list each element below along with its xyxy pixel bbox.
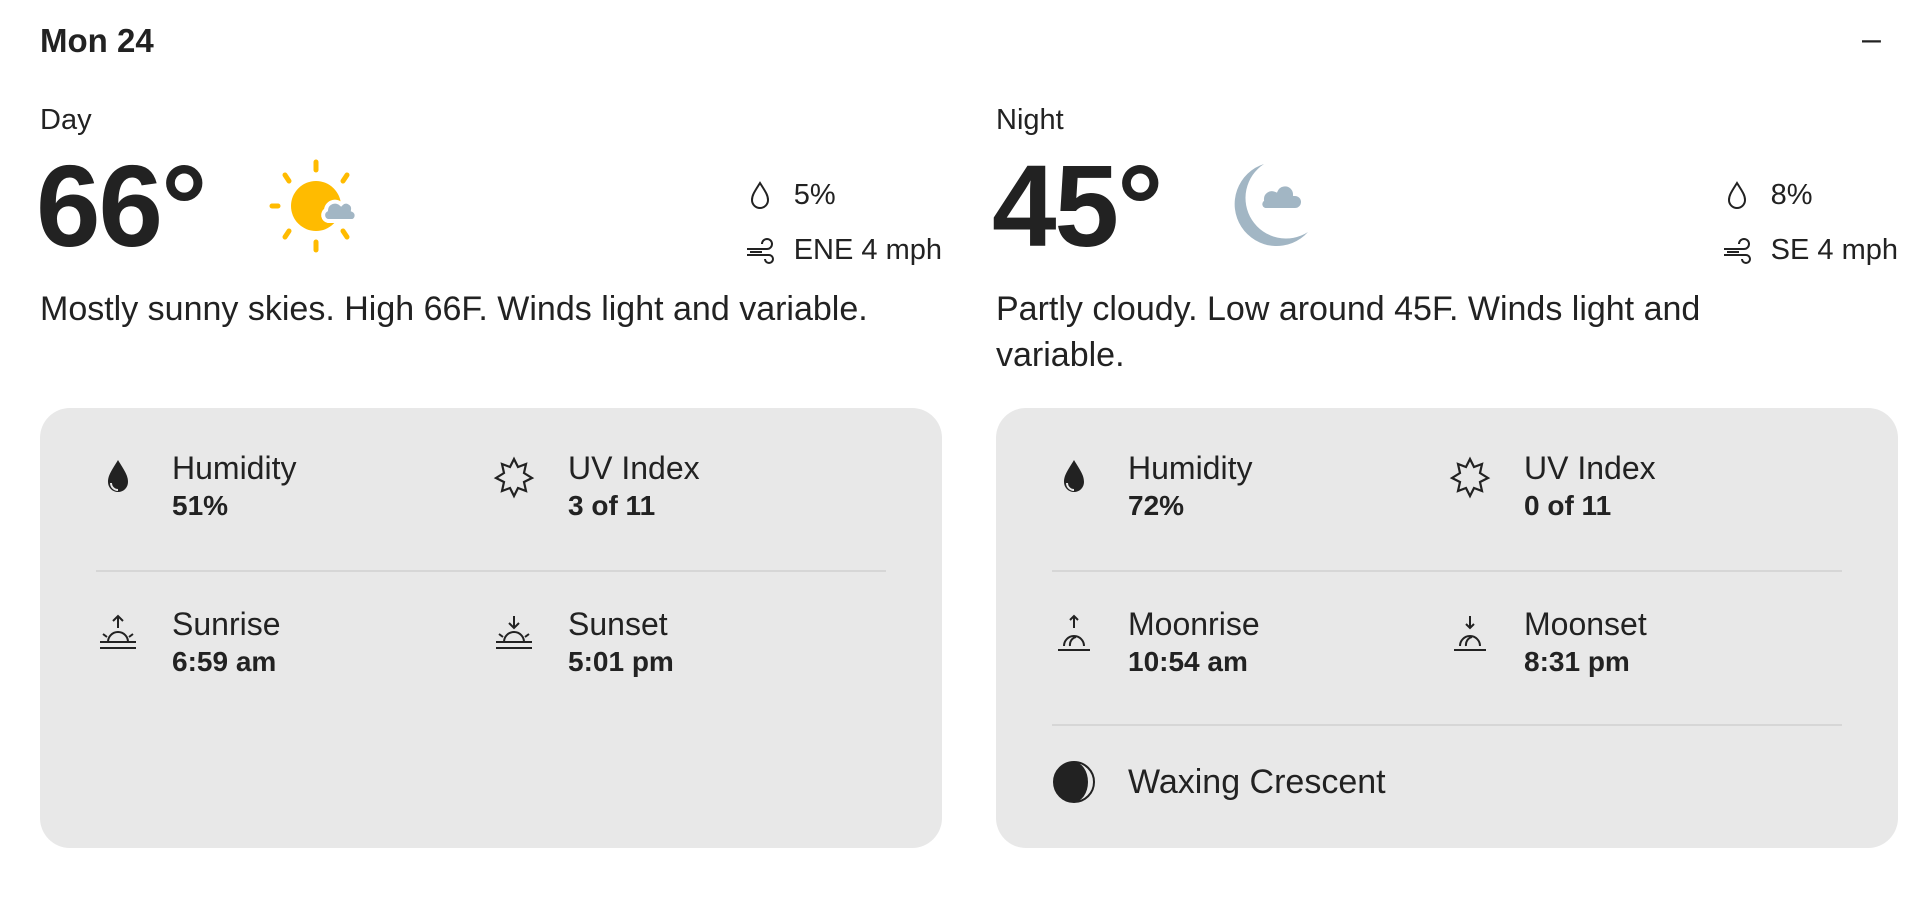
moon-phase-label: Waxing Crescent [1128,762,1386,801]
humidity-value: 51% [172,490,229,521]
humidity-icon [1064,460,1084,492]
sunrise-label: Sunrise [172,606,281,642]
wind-icon [746,237,774,264]
uv-index-label: UV Index [1524,450,1656,486]
divider [1052,724,1842,726]
divider [1052,570,1842,572]
moonset-icon [1454,616,1486,651]
divider [96,570,886,572]
sunrise-value: 6:59 am [172,646,277,677]
precipitation-drop-icon [1727,180,1746,209]
night-description: Partly cloudy. Low around 45F. Winds lig… [996,290,1701,374]
night-section: Night 45° 8% SE 4 mph Partly cloudy. Low… [992,104,1898,849]
uv-index-value: 3 of 11 [568,490,656,521]
period-label: Night [996,104,1064,136]
uv-index-value: 0 of 11 [1524,490,1612,521]
day-description: Mostly sunny skies. High 66F. Winds ligh… [40,290,868,328]
moonset-label: Moonset [1524,606,1647,642]
precipitation-value: 5% [793,179,836,211]
precipitation-value: 8% [1770,179,1813,211]
precipitation-drop-icon [750,180,769,209]
day-details-panel: Humidity 51% UV Index 3 of 11 Sunrise 6:59 … [40,408,942,848]
humidity-label: Humidity [172,450,297,486]
moon-partly-cloudy-icon [1234,164,1308,247]
humidity-icon [108,460,128,492]
wind-value: SE 4 mph [1770,234,1898,266]
uv-index-icon [493,456,535,499]
sunrise-icon [100,614,136,649]
moonrise-value: 10:54 am [1128,646,1248,677]
night-details-panel: Humidity 72% UV Index 0 of 11 Moonrise 10:5… [996,408,1898,848]
moonset-value: 8:31 pm [1524,646,1630,677]
uv-index-icon [1449,456,1491,499]
sunset-icon [496,616,532,649]
sunset-label: Sunset [568,606,668,642]
period-label: Day [40,104,92,136]
moonrise-label: Moonrise [1128,606,1260,642]
uv-index-label: UV Index [568,450,700,486]
night-temperature: 45° [992,141,1163,271]
wind-icon [1723,237,1751,264]
sunset-value: 5:01 pm [568,646,674,677]
collapse-button[interactable]: – [1862,20,1881,58]
wind-value: ENE 4 mph [793,234,942,266]
humidity-value: 72% [1128,490,1185,521]
waxing-crescent-moon-icon [1053,761,1095,803]
day-title: Mon 24 [40,22,154,59]
humidity-label: Humidity [1128,450,1253,486]
day-section: Day 66° 5% ENE 4 mph Mostly sunny skies.… [36,104,942,849]
sun-partly-cloudy-icon [269,159,359,253]
moonrise-icon [1058,614,1090,651]
day-temperature: 66° [36,141,207,271]
